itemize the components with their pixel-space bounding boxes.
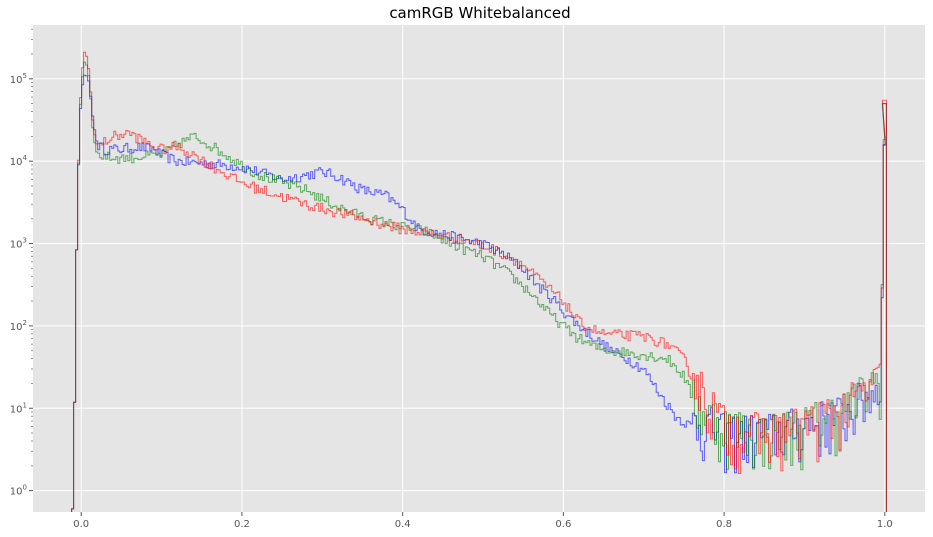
- series-2-line: [71, 51, 887, 512]
- y-tick-label: 102: [10, 319, 27, 333]
- x-tick-label: 0.2: [234, 519, 250, 530]
- y-tick-exponent: 3: [23, 237, 27, 245]
- x-tick-label: 0.4: [395, 519, 411, 530]
- y-tick-base: 10: [10, 157, 23, 168]
- y-tick-exponent: 2: [23, 319, 27, 327]
- y-tick-exponent: 4: [23, 154, 28, 162]
- x-tick-label: 0.8: [716, 519, 732, 530]
- y-tick-exponent: 0: [23, 484, 27, 492]
- chart-title: camRGB Whitebalanced: [389, 4, 570, 22]
- series-1-line: [71, 61, 887, 512]
- y-tick-base: 10: [10, 404, 23, 415]
- y-tick-label: 101: [10, 401, 27, 415]
- y-tick-label: 100: [10, 484, 27, 498]
- y-tick-exponent: 1: [23, 401, 27, 409]
- series-layer: [71, 51, 887, 512]
- y-tick-label: 105: [10, 72, 27, 86]
- x-tick-label: 0.0: [73, 519, 89, 530]
- x-axis: 0.0 0.2 0.4 0.6 0.8 1.0: [73, 512, 893, 530]
- y-tick-base: 10: [10, 487, 23, 498]
- y-tick-label: 104: [10, 154, 28, 168]
- y-tick-base: 10: [10, 240, 23, 251]
- x-tick-label: 1.0: [877, 519, 893, 530]
- y-tick-base: 10: [10, 75, 23, 86]
- y-tick-base: 10: [10, 322, 23, 333]
- y-tick-label: 103: [10, 237, 27, 251]
- x-tick-label: 0.6: [555, 519, 571, 530]
- y-tick-exponent: 5: [23, 72, 27, 80]
